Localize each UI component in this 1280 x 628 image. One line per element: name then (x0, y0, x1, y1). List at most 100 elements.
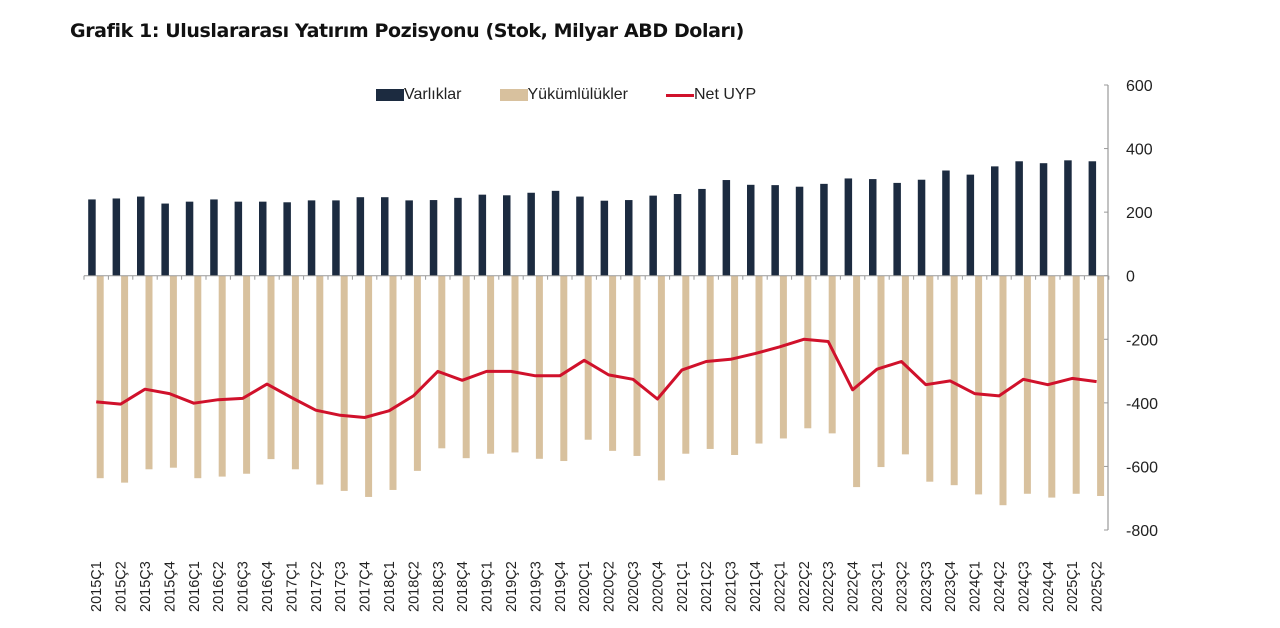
bar-liabilities (487, 275, 495, 454)
bar-assets (942, 170, 950, 276)
bar-liabilities (682, 275, 690, 454)
bar-assets (917, 179, 926, 276)
legend-swatch-assets (376, 89, 404, 101)
legend-swatch-liabilities (499, 89, 528, 101)
bar-liabilities (511, 275, 519, 453)
bar-liabilities (975, 275, 983, 495)
bar-liabilities (1097, 275, 1105, 496)
x-tick-label: 2021Ç4 (748, 561, 764, 612)
bar-assets (381, 197, 389, 276)
y-tick-label: 600 (1126, 78, 1153, 95)
bar-assets (503, 195, 511, 276)
x-tick-label: 2024Ç4 (1041, 561, 1057, 612)
y-tick-label: -200 (1126, 332, 1158, 349)
legend-item-assets: Varlıklar (376, 86, 462, 104)
bar-assets (649, 195, 657, 276)
bar-liabilities (609, 275, 617, 451)
y-tick-label: 400 (1126, 142, 1153, 159)
legend-label-liabilities: Yükümlülükler (527, 86, 628, 103)
bar-assets (332, 200, 340, 276)
bar-assets (673, 194, 682, 276)
bar-assets (1039, 163, 1048, 276)
bar-liabilities (828, 275, 836, 434)
legend-label-net-iip: Net UYP (693, 86, 757, 103)
x-tick-label: 2022Ç4 (846, 561, 862, 612)
y-tick-label: 0 (1126, 269, 1135, 286)
bar-assets (429, 200, 438, 276)
x-tick-label: 2024Ç3 (1016, 561, 1032, 612)
bar-liabilities (1072, 275, 1080, 494)
bar-liabilities (584, 275, 592, 440)
bar-assets (844, 178, 853, 276)
x-tick-label: 2019Ç4 (553, 561, 569, 612)
x-tick-label: 2016Ç3 (236, 561, 252, 612)
x-tick-label: 2023Ç4 (943, 561, 959, 612)
bar-liabilities (999, 275, 1007, 506)
bar-assets (698, 188, 706, 276)
chart-title: Grafik 1: Uluslararası Yatırım Pozisyonu… (70, 20, 744, 42)
bar-assets (283, 202, 291, 276)
x-tick-label: 2019Ç1 (480, 561, 496, 612)
bar-assets (454, 197, 462, 276)
bar-assets (527, 192, 535, 276)
bar-liabilities (243, 275, 251, 474)
x-tick-label: 2025Ç1 (1065, 561, 1081, 612)
legend-swatch-net-iip (665, 93, 694, 97)
bar-liabilities (853, 275, 861, 488)
bar-liabilities (145, 275, 153, 470)
bar-liabilities (413, 275, 421, 471)
x-tick-label: 2019Ç2 (504, 561, 520, 612)
bar-assets (307, 200, 316, 276)
x-tick-label: 2015Ç2 (114, 561, 130, 612)
bar-assets (478, 194, 487, 276)
net-iip-line (96, 337, 1097, 419)
bar-liabilities (194, 275, 202, 479)
y-tick-label: -600 (1126, 459, 1158, 476)
bar-liabilities (316, 275, 324, 485)
bar-liabilities (535, 275, 543, 459)
bar-assets (820, 183, 828, 276)
bar-liabilities (1023, 275, 1031, 494)
bar-assets (747, 184, 755, 276)
legend-item-net-iip: Net UYP (665, 86, 757, 104)
bar-liabilities (950, 275, 958, 486)
x-tick-label: 2022Ç3 (821, 561, 837, 612)
bar-liabilities (926, 275, 934, 482)
x-tick-label: 2022Ç1 (772, 561, 788, 612)
bar-assets (893, 182, 901, 276)
bar-liabilities (560, 275, 568, 462)
x-tick-label: 2015Ç1 (89, 561, 105, 612)
bar-liabilities (804, 275, 812, 429)
x-tick-label: 2018Ç2 (406, 561, 422, 612)
bar-assets (966, 174, 975, 276)
bar-liabilities (291, 275, 299, 470)
bar-assets (137, 196, 145, 276)
y-tick-label: -800 (1126, 523, 1158, 540)
x-tick-label: 2017Ç3 (333, 561, 349, 612)
legend-label-assets: Varlıklar (404, 86, 462, 103)
x-tick-label: 2023Ç1 (870, 561, 886, 612)
bar-liabilities (96, 275, 104, 479)
bar-assets (1088, 161, 1097, 276)
x-tick-label: 2017Ç1 (284, 561, 300, 612)
bar-assets (259, 201, 267, 276)
bar-assets (600, 200, 609, 276)
x-tick-label: 2021Ç1 (675, 561, 691, 612)
bar-liabilities (755, 275, 763, 444)
x-tick-label: 2017Ç2 (309, 561, 325, 612)
bar-assets (88, 199, 96, 276)
bar-liabilities (731, 275, 739, 455)
bar-assets (625, 200, 633, 276)
bar-assets (722, 180, 731, 276)
bar-assets (869, 179, 877, 276)
x-tick-label: 2016Ç1 (187, 561, 203, 612)
x-tick-label: 2021Ç3 (724, 561, 740, 612)
x-tick-label: 2018Ç3 (431, 561, 447, 612)
bar-liabilities (389, 275, 397, 490)
bar-assets (405, 200, 413, 276)
x-tick-label: 2021Ç2 (699, 561, 715, 612)
bar-assets (161, 203, 169, 276)
x-tick-label: 2024Ç1 (968, 561, 984, 612)
bar-liabilities (779, 275, 787, 439)
